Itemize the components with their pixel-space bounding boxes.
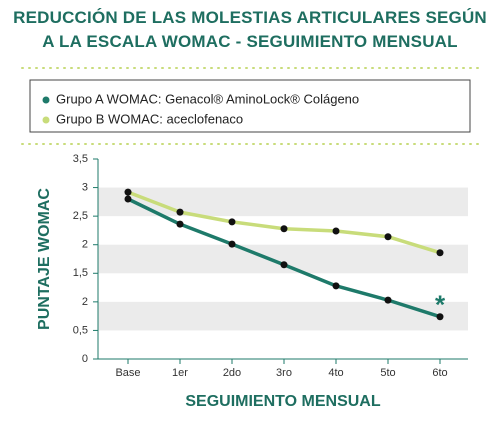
legend-box	[29, 79, 471, 133]
data-point	[384, 233, 392, 241]
x-axis-title: SEGUIMIENTO MENSUAL	[185, 393, 381, 410]
grid-band	[98, 187, 468, 217]
grid-band	[98, 244, 468, 274]
data-point	[384, 296, 392, 304]
y-tick-label: 2	[82, 239, 88, 251]
x-tick-label: 3ro	[276, 367, 292, 379]
y-tick-label: 2	[82, 296, 88, 308]
y-tick-label: 3	[82, 181, 88, 193]
legend-marker	[42, 116, 50, 124]
data-point	[332, 227, 340, 235]
data-point	[228, 240, 236, 248]
legend-label: Grupo A WOMAC: Genacol® AminoLock® Colág…	[56, 91, 359, 106]
x-tick-label: 2do	[223, 367, 241, 379]
y-tick-label: 1,5	[73, 267, 88, 279]
x-tick-label: 1er	[172, 367, 188, 379]
chart-title: REDUCCIÓN DE LAS MOLESTIAS ARTICULARES S…	[13, 8, 487, 51]
data-point	[436, 249, 444, 257]
x-tick-label: Base	[115, 367, 140, 379]
legend-label: Grupo B WOMAC: aceclofenaco	[56, 111, 243, 126]
data-point	[436, 313, 444, 321]
x-tick-label: 6to	[432, 367, 447, 379]
annotation: *	[435, 290, 446, 320]
data-point	[124, 195, 132, 203]
legend-marker	[42, 96, 50, 104]
data-point	[176, 208, 184, 216]
x-tick-label: 4to	[328, 367, 343, 379]
data-point	[280, 225, 288, 233]
data-point	[124, 188, 132, 196]
data-point	[228, 218, 236, 226]
data-point	[332, 282, 340, 290]
y-tick-label: 2,5	[73, 210, 88, 222]
y-axis-title: PUNTAJE WOMAC	[36, 188, 53, 330]
y-tick-label: 0,5	[73, 324, 88, 336]
data-point	[280, 261, 288, 269]
y-tick-label: 0	[82, 353, 88, 365]
data-point	[176, 220, 184, 228]
x-tick-label: 5to	[380, 367, 395, 379]
y-tick-label: 3,5	[73, 153, 88, 165]
